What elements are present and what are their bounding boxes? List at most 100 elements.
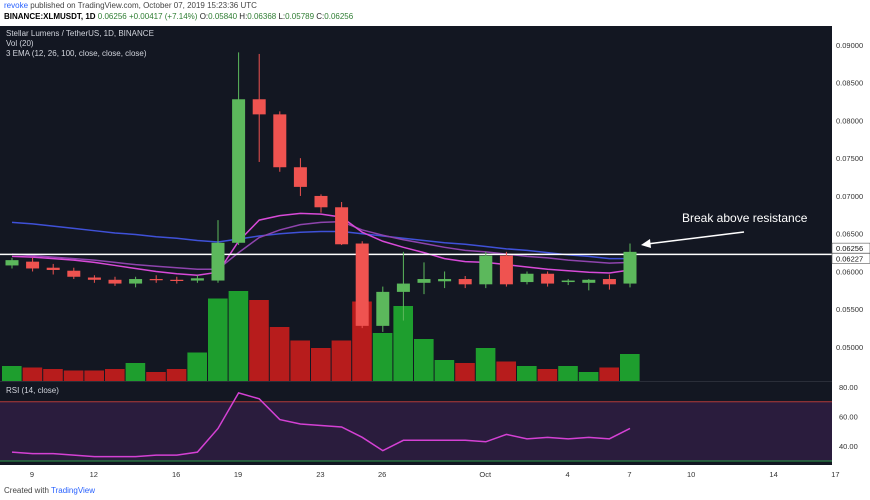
- candle-body: [376, 291, 390, 326]
- price-badge-label: 0.06227: [836, 254, 863, 263]
- price-tick-label: 0.05000: [836, 343, 863, 352]
- price-tick-label: 0.09000: [836, 41, 863, 50]
- volume-bar: [620, 354, 640, 381]
- candle-body: [170, 279, 184, 281]
- price-tick-label: 0.05500: [836, 305, 863, 314]
- footer: Created with TradingView: [4, 486, 95, 495]
- volume-bar: [434, 360, 455, 381]
- candle-body: [149, 279, 163, 281]
- close-label: C:: [316, 12, 325, 21]
- volume-bar: [84, 370, 104, 381]
- open-label: O:: [199, 12, 209, 21]
- volume-bar: [393, 306, 413, 381]
- candle-body: [232, 99, 246, 243]
- last-price: 0.06256: [97, 12, 127, 21]
- rsi-tick-label: 80.00: [839, 383, 858, 392]
- candles-group: [5, 52, 637, 332]
- candle-body: [108, 279, 122, 284]
- publish-header: revoke published on TradingView.com, Oct…: [0, 0, 870, 26]
- low-value: 0.05789: [285, 12, 315, 21]
- time-axis-bg: [0, 466, 870, 484]
- candle-body: [438, 279, 452, 282]
- price-badge: [831, 253, 870, 264]
- close-value: 0.06256: [324, 12, 354, 21]
- volume-bar: [43, 369, 63, 381]
- volume-bar: [166, 369, 187, 381]
- candle-body: [46, 267, 60, 270]
- high-label: H:: [239, 12, 248, 21]
- time-tick-label: 14: [769, 470, 777, 479]
- candle-body: [273, 114, 287, 168]
- price-chart[interactable]: 0.09000 0.08500 0.08000 0.07500 0.07000 0.065…: [0, 26, 870, 484]
- volume-bar: [558, 366, 578, 381]
- time-tick-label: 4: [566, 470, 570, 479]
- rsi-tick-label: 60.00: [839, 413, 858, 422]
- price-tick-label: 0.06500: [836, 230, 863, 239]
- candle-body: [520, 273, 534, 283]
- volume-bars-group: [2, 291, 640, 381]
- high-value: 0.06368: [247, 12, 277, 21]
- rsi-band: [0, 401, 832, 462]
- open-value: 0.05840: [208, 12, 238, 21]
- candle-body: [67, 270, 81, 277]
- volume-bar: [496, 361, 516, 381]
- volume-bar: [599, 367, 619, 381]
- volume-bar: [331, 340, 352, 381]
- volume-bar: [228, 291, 249, 381]
- candle-body: [87, 277, 101, 280]
- time-tick-label: 26: [378, 470, 386, 479]
- price-change: +0.00417 (+7.14%): [128, 12, 198, 21]
- author-link[interactable]: revoke: [4, 1, 29, 10]
- candle-body: [602, 279, 616, 285]
- annotation-arrow-shaft: [646, 231, 745, 245]
- rsi-tick-label: 40.00: [839, 442, 858, 451]
- publish-line: revoke published on TradingView.com, Oct…: [4, 1, 257, 10]
- volume-bar: [146, 372, 166, 381]
- candle-body: [479, 255, 493, 285]
- legend-ema: 3 EMA (12, 26, 100, close, close, close): [6, 49, 147, 58]
- candle-body: [26, 261, 40, 269]
- time-tick-label: 7: [627, 470, 631, 479]
- ema-12-line: [11, 212, 631, 277]
- volume-bar: [455, 363, 475, 381]
- time-tick-label: 9: [30, 470, 34, 479]
- rsi-line-group: [11, 392, 631, 458]
- price-pane-bg: [0, 26, 832, 381]
- price-badge-label: 0.06256: [836, 244, 863, 253]
- volume-bar: [475, 348, 496, 381]
- candle-body: [211, 242, 225, 281]
- candle-body: [314, 195, 328, 208]
- volume-bar: [187, 352, 207, 381]
- volume-bar: [269, 327, 290, 381]
- price-tick-label: 0.07500: [836, 154, 863, 163]
- price-tick-label: 0.08000: [836, 116, 863, 125]
- candle-body: [396, 283, 410, 292]
- candle-body: [5, 260, 19, 266]
- candle-body: [252, 99, 266, 115]
- tradingview-brand[interactable]: TradingView: [51, 486, 96, 495]
- annotation-text: Break above resistance: [682, 211, 808, 225]
- volume-bar: [63, 370, 84, 381]
- candle-body: [582, 279, 596, 283]
- time-tick-label: 16: [172, 470, 180, 479]
- volume-bar: [105, 369, 125, 381]
- candle-body: [335, 207, 349, 245]
- legend-title: Stellar Lumens / TetherUS, 1D, BINANCE: [6, 29, 154, 38]
- volume-bar: [249, 300, 269, 381]
- candle-body: [623, 251, 637, 284]
- candle-body: [499, 255, 513, 285]
- price-tick-label: 0.08500: [836, 79, 863, 88]
- ema-lines-group: [11, 212, 631, 277]
- rsi-band-group: [0, 401, 832, 462]
- published-text: published on TradingView.com, October 07…: [30, 1, 257, 10]
- candle-body: [355, 243, 369, 326]
- rsi-line: [11, 392, 631, 458]
- volume-bar: [2, 366, 22, 381]
- candle-body: [458, 279, 472, 285]
- candle-body: [417, 279, 431, 283]
- time-tick-label: 12: [90, 470, 98, 479]
- legend-rsi: RSI (14, close): [6, 386, 59, 395]
- axis-labels-group: 0.09000 0.08500 0.08000 0.07500 0.07000 0.065…: [30, 41, 870, 479]
- volume-bar: [22, 367, 43, 381]
- volume-bar: [125, 363, 146, 381]
